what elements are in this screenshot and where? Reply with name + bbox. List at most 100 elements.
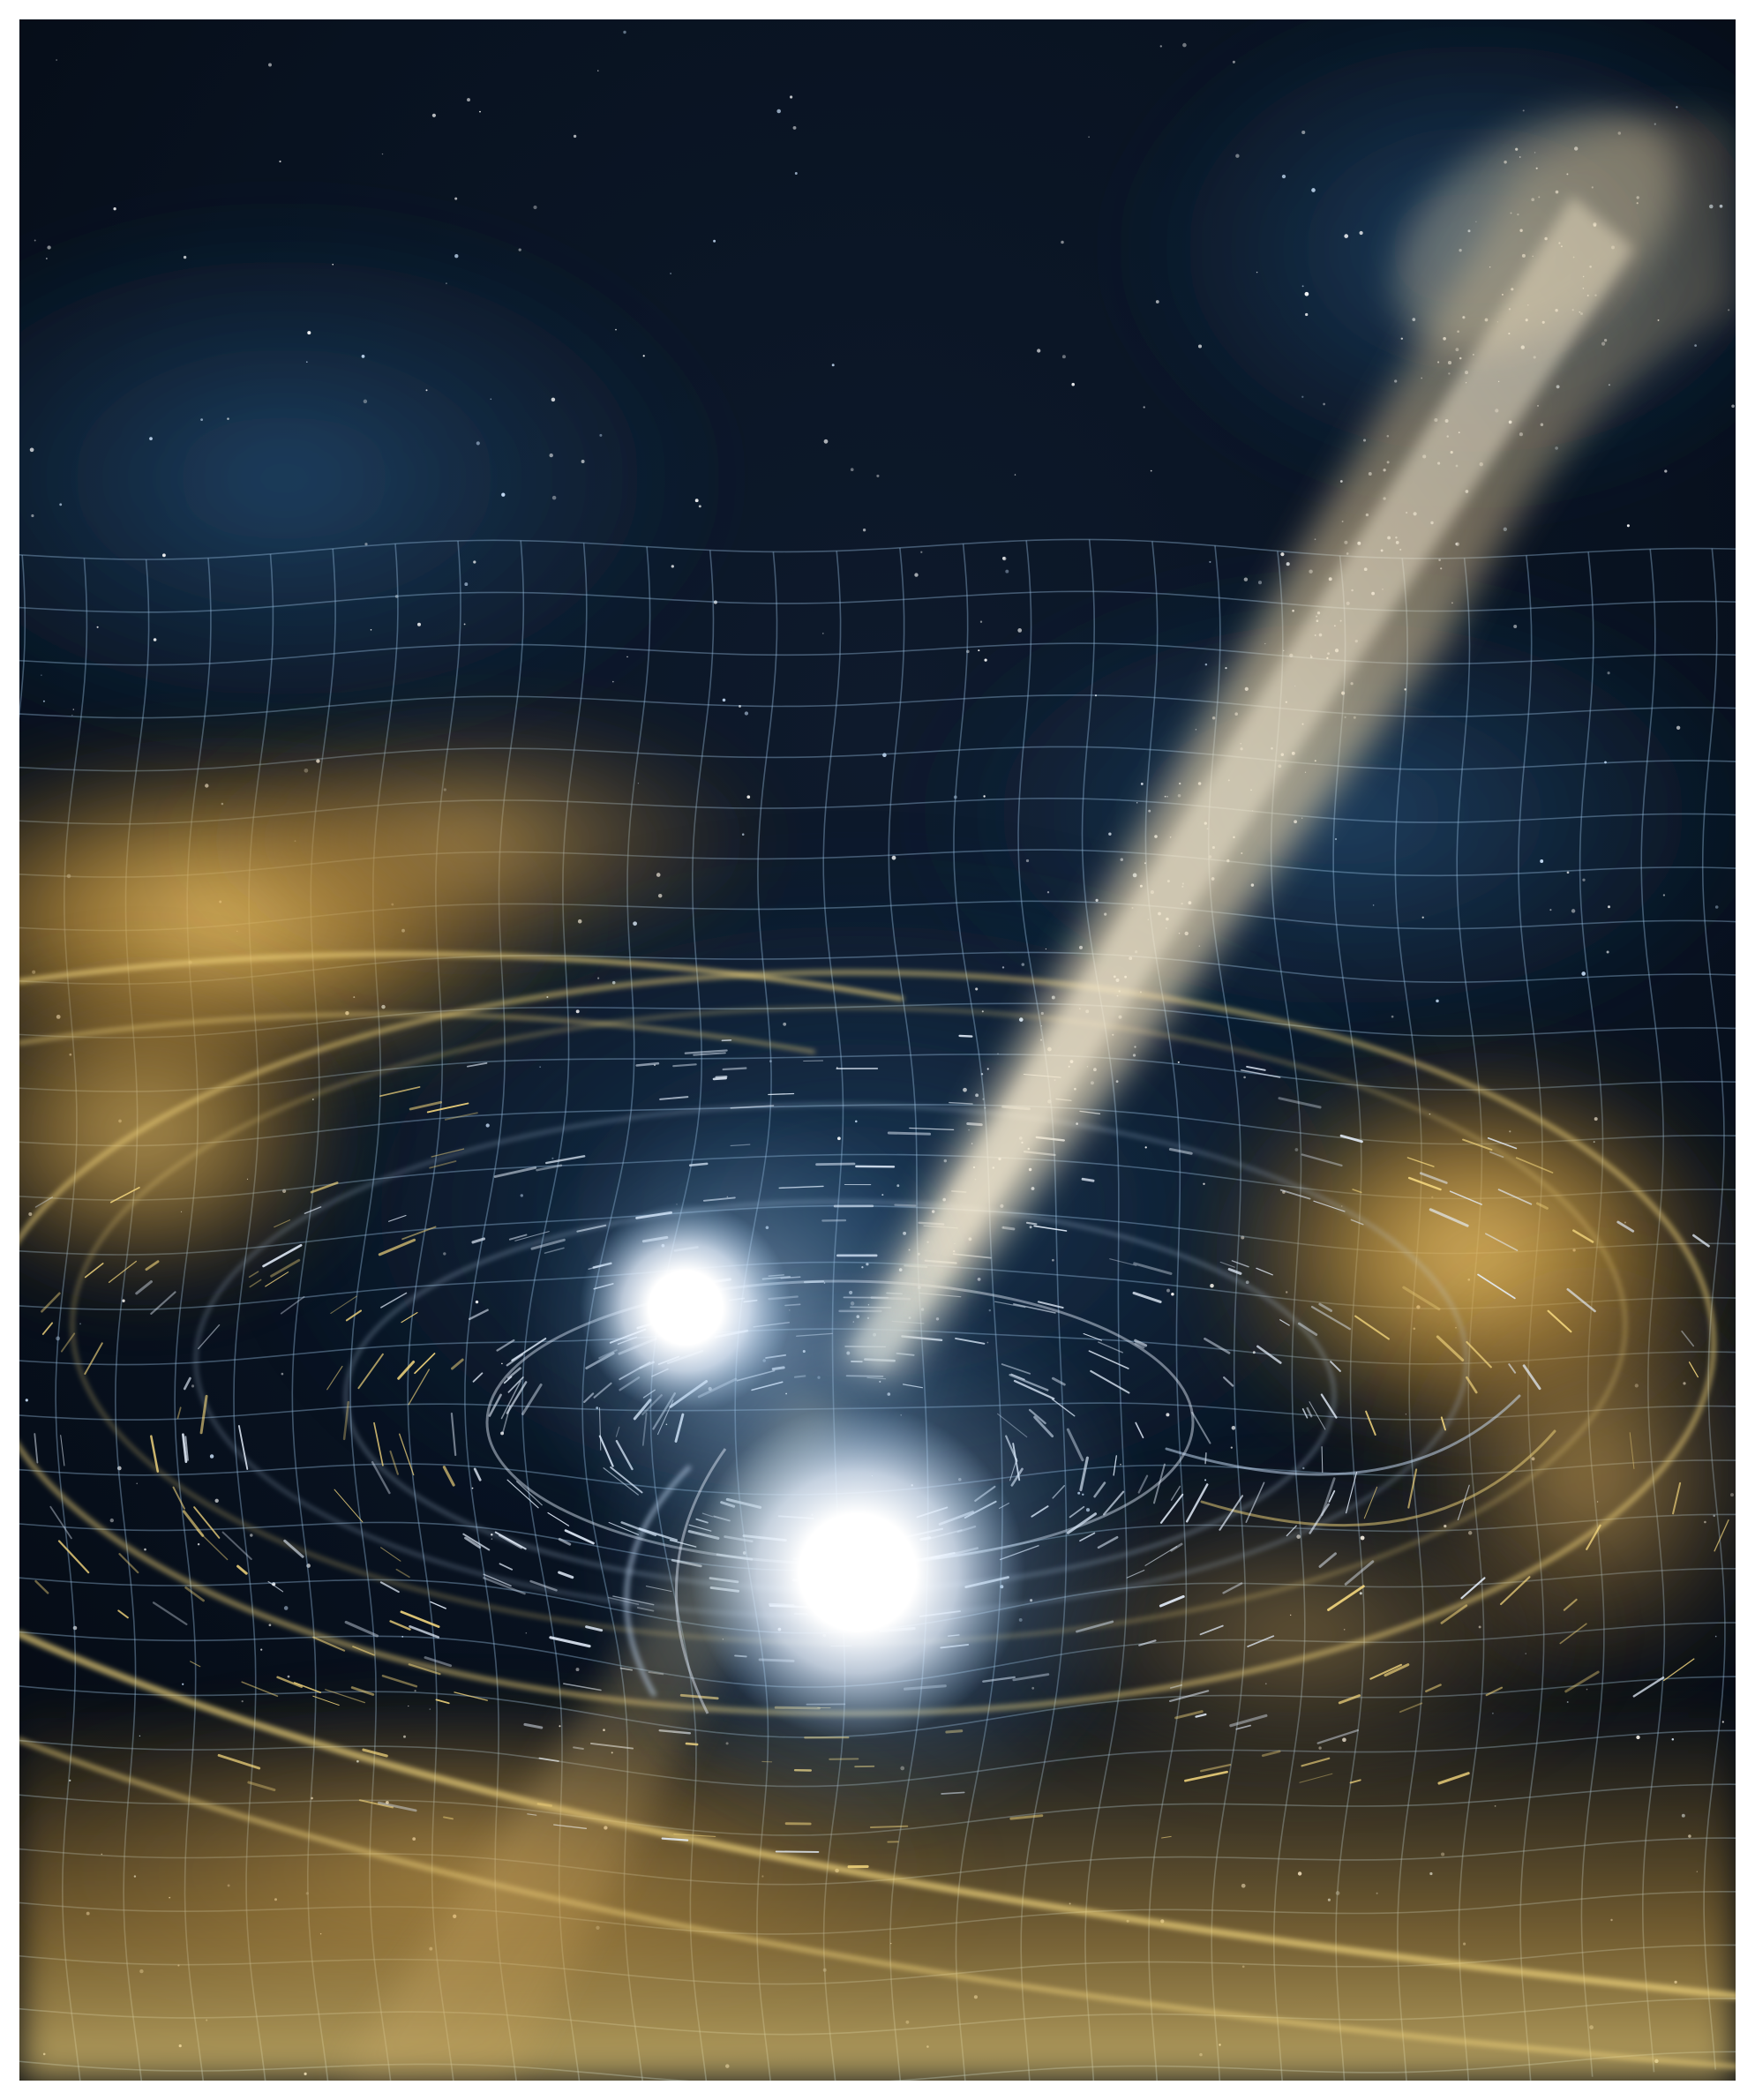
jet-sparkle bbox=[1257, 581, 1263, 585]
streak bbox=[471, 1237, 486, 1244]
streak bbox=[276, 1676, 304, 1688]
streak bbox=[496, 1339, 515, 1352]
streak bbox=[1460, 1577, 1486, 1600]
star bbox=[1694, 344, 1697, 347]
streak bbox=[635, 1061, 660, 1067]
streak bbox=[84, 1342, 103, 1375]
star bbox=[1607, 905, 1611, 909]
star bbox=[1571, 909, 1576, 913]
streak bbox=[293, 1682, 322, 1693]
star bbox=[1018, 1017, 1024, 1022]
streak bbox=[1159, 1493, 1184, 1524]
streak bbox=[424, 1656, 453, 1668]
star bbox=[1203, 1182, 1205, 1186]
streak bbox=[1363, 1486, 1378, 1519]
star bbox=[113, 207, 116, 211]
star bbox=[473, 560, 476, 564]
streak bbox=[1153, 1463, 1166, 1504]
streak bbox=[547, 1511, 570, 1526]
streak bbox=[545, 1155, 586, 1165]
star bbox=[25, 1399, 28, 1402]
streak bbox=[1033, 1225, 1068, 1232]
streak bbox=[1168, 1147, 1193, 1155]
streak bbox=[494, 1531, 527, 1550]
star bbox=[855, 1120, 858, 1123]
streak bbox=[193, 1506, 221, 1539]
star bbox=[920, 551, 923, 553]
streak bbox=[182, 1510, 205, 1537]
star bbox=[214, 1498, 219, 1503]
star bbox=[268, 1624, 272, 1627]
streak bbox=[684, 1049, 728, 1054]
streak bbox=[172, 1486, 185, 1510]
streak bbox=[1241, 1069, 1281, 1078]
star bbox=[1231, 1426, 1236, 1430]
star bbox=[979, 620, 983, 623]
star bbox=[363, 399, 368, 404]
streak bbox=[108, 1260, 137, 1283]
star bbox=[1243, 1076, 1246, 1079]
star bbox=[200, 418, 204, 421]
star bbox=[394, 595, 399, 598]
star bbox=[446, 282, 447, 285]
star bbox=[1311, 188, 1316, 192]
streak bbox=[435, 1699, 450, 1705]
star bbox=[1280, 552, 1285, 557]
streak bbox=[430, 1601, 446, 1609]
streak bbox=[1563, 1598, 1578, 1611]
streak bbox=[1088, 1350, 1129, 1369]
streak bbox=[1477, 1273, 1516, 1300]
star bbox=[1323, 402, 1325, 406]
streak bbox=[493, 1166, 537, 1178]
illustration-frame bbox=[19, 19, 1736, 2081]
streak bbox=[217, 1753, 261, 1770]
streak bbox=[265, 1271, 289, 1287]
streak bbox=[270, 1258, 301, 1278]
star bbox=[626, 656, 628, 658]
streak bbox=[409, 1100, 443, 1111]
streak bbox=[1297, 1322, 1318, 1337]
streak bbox=[1318, 1302, 1333, 1312]
streak bbox=[499, 1563, 514, 1571]
streak bbox=[958, 1034, 973, 1038]
star bbox=[1001, 556, 1006, 560]
streak bbox=[506, 1479, 539, 1509]
streak bbox=[274, 1219, 291, 1228]
streak bbox=[500, 1380, 521, 1420]
star bbox=[713, 239, 716, 243]
star bbox=[501, 1362, 503, 1365]
streak bbox=[1489, 1151, 1504, 1159]
streak bbox=[1564, 1670, 1600, 1693]
star bbox=[116, 1466, 122, 1471]
grid-line bbox=[19, 590, 1736, 613]
star bbox=[850, 468, 854, 472]
streak bbox=[1497, 1189, 1533, 1205]
star bbox=[149, 437, 153, 440]
star bbox=[1014, 474, 1016, 476]
star bbox=[891, 855, 896, 860]
streak bbox=[237, 1425, 249, 1470]
star bbox=[1182, 42, 1187, 48]
jet-sparkle bbox=[1115, 1080, 1119, 1084]
star bbox=[281, 1372, 284, 1376]
star bbox=[1159, 45, 1163, 48]
grid-line bbox=[19, 694, 1736, 719]
star bbox=[533, 205, 537, 210]
star bbox=[1204, 1479, 1207, 1481]
streak bbox=[1195, 1713, 1207, 1718]
star bbox=[984, 658, 987, 662]
star bbox=[794, 172, 798, 175]
star bbox=[953, 795, 957, 799]
streak bbox=[1083, 1332, 1103, 1341]
streak bbox=[1419, 1172, 1448, 1184]
streak bbox=[1013, 1303, 1056, 1314]
streak bbox=[373, 1421, 384, 1466]
grid-line bbox=[19, 538, 1736, 560]
streak bbox=[1321, 1446, 1324, 1474]
streak bbox=[357, 1353, 384, 1390]
streak bbox=[1714, 1519, 1729, 1552]
streak bbox=[473, 1467, 482, 1481]
star bbox=[1046, 891, 1050, 894]
streak bbox=[249, 1279, 262, 1288]
star bbox=[551, 1157, 554, 1159]
